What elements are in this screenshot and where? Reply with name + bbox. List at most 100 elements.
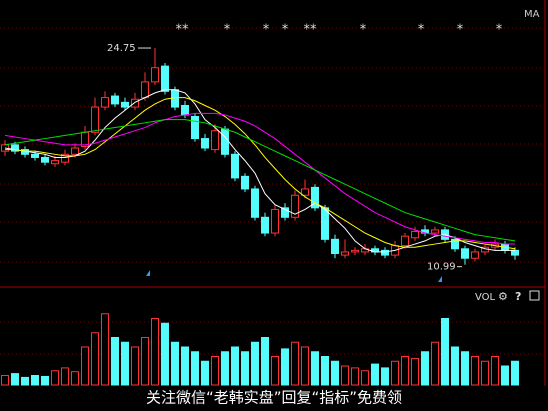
settings-icon[interactable]: ⚙	[498, 290, 508, 303]
caption: 关注微信“老韩实盘”回复“指标”免费领	[146, 389, 402, 407]
volume-bar	[301, 346, 309, 386]
volume-bar	[331, 360, 339, 386]
caption-bg	[0, 386, 548, 411]
candle-body	[151, 67, 159, 83]
volume-bar	[1, 375, 9, 386]
volume-bar	[391, 360, 399, 386]
volume-bar	[491, 356, 499, 386]
candle-body	[11, 144, 19, 152]
volume-bar	[431, 341, 439, 386]
candle-body	[431, 229, 439, 234]
candle-body	[401, 235, 409, 247]
volume-bar	[241, 351, 249, 386]
star: *	[496, 23, 503, 38]
ma-line	[4, 89, 515, 253]
volume-bar	[351, 367, 359, 386]
candle-body	[381, 249, 389, 256]
candle-body	[411, 230, 419, 239]
candle-body	[341, 251, 349, 256]
volume-bar	[501, 365, 509, 386]
volume-bar	[191, 351, 199, 386]
marker	[438, 276, 442, 282]
candle-body	[301, 188, 309, 196]
volume-bar	[121, 341, 129, 386]
vol-label: VOL	[475, 292, 496, 303]
ma-line	[4, 119, 516, 242]
candle-body	[91, 106, 99, 133]
volume-bar	[271, 356, 279, 386]
volume-bar	[401, 356, 409, 386]
ma-line	[5, 97, 516, 250]
candle-body	[281, 207, 289, 218]
candle-body	[511, 249, 519, 256]
volume-bar	[151, 318, 159, 386]
candle-body	[41, 156, 49, 163]
volume-bar	[251, 341, 259, 386]
ma-label: MA	[524, 9, 540, 20]
volume-bar	[441, 318, 449, 386]
volume-bar	[161, 322, 169, 386]
volume-bar	[261, 337, 269, 386]
candle-body	[71, 147, 79, 155]
star: *	[282, 23, 289, 38]
candle-body	[271, 208, 279, 234]
candle-body	[251, 188, 259, 218]
star: *	[263, 23, 270, 38]
candle-body	[201, 138, 209, 149]
volume-bar	[61, 367, 69, 386]
volume-bar	[11, 373, 19, 386]
candle-body	[181, 104, 189, 116]
volume-bar	[181, 346, 189, 386]
candle-body	[51, 160, 59, 165]
high-label: 24.75	[107, 43, 136, 54]
candle-body	[461, 248, 469, 259]
candle-body	[131, 98, 139, 108]
marker	[146, 270, 150, 276]
star: *	[418, 23, 425, 38]
candle-body	[121, 101, 129, 108]
volume-bar	[461, 351, 469, 386]
star: **	[304, 23, 318, 38]
volume-bar	[471, 356, 479, 386]
star: **	[176, 23, 190, 38]
candle-body	[31, 153, 39, 158]
candle-body	[221, 128, 229, 155]
candle-body	[101, 97, 109, 108]
volume-bar	[511, 360, 519, 386]
volume-bar	[411, 357, 419, 386]
volume-bar	[91, 332, 99, 386]
volume-bar	[371, 363, 379, 386]
volume-bar	[221, 351, 229, 386]
help-icon[interactable]: ?	[515, 290, 521, 303]
volume-bar	[201, 360, 209, 386]
volume-bar	[131, 346, 139, 386]
star: *	[457, 23, 464, 38]
candle-body	[451, 238, 459, 250]
candle-body	[61, 153, 69, 163]
candle-body	[321, 207, 329, 240]
volume-bar	[381, 367, 389, 386]
volume-bar	[81, 346, 89, 386]
volume-bar	[281, 348, 289, 386]
volume-bar	[231, 346, 239, 386]
candle-body	[111, 95, 119, 105]
candle-body	[311, 186, 319, 209]
volume-bar	[341, 365, 349, 386]
candle-body	[241, 175, 249, 190]
candle-body	[191, 116, 199, 140]
volume-bar	[51, 370, 59, 386]
expand-icon[interactable]	[529, 290, 540, 301]
volume-bar	[31, 375, 39, 386]
volume-bar	[291, 341, 299, 386]
candle-body	[211, 130, 219, 151]
candle-body	[471, 251, 479, 259]
ma-line	[4, 112, 515, 245]
candle-body	[291, 194, 299, 218]
volume-bar	[361, 370, 369, 386]
volume-bar	[481, 360, 489, 386]
star: *	[224, 23, 231, 38]
candle-body	[161, 65, 169, 92]
candle-body	[351, 249, 359, 253]
candle-body	[261, 216, 269, 234]
